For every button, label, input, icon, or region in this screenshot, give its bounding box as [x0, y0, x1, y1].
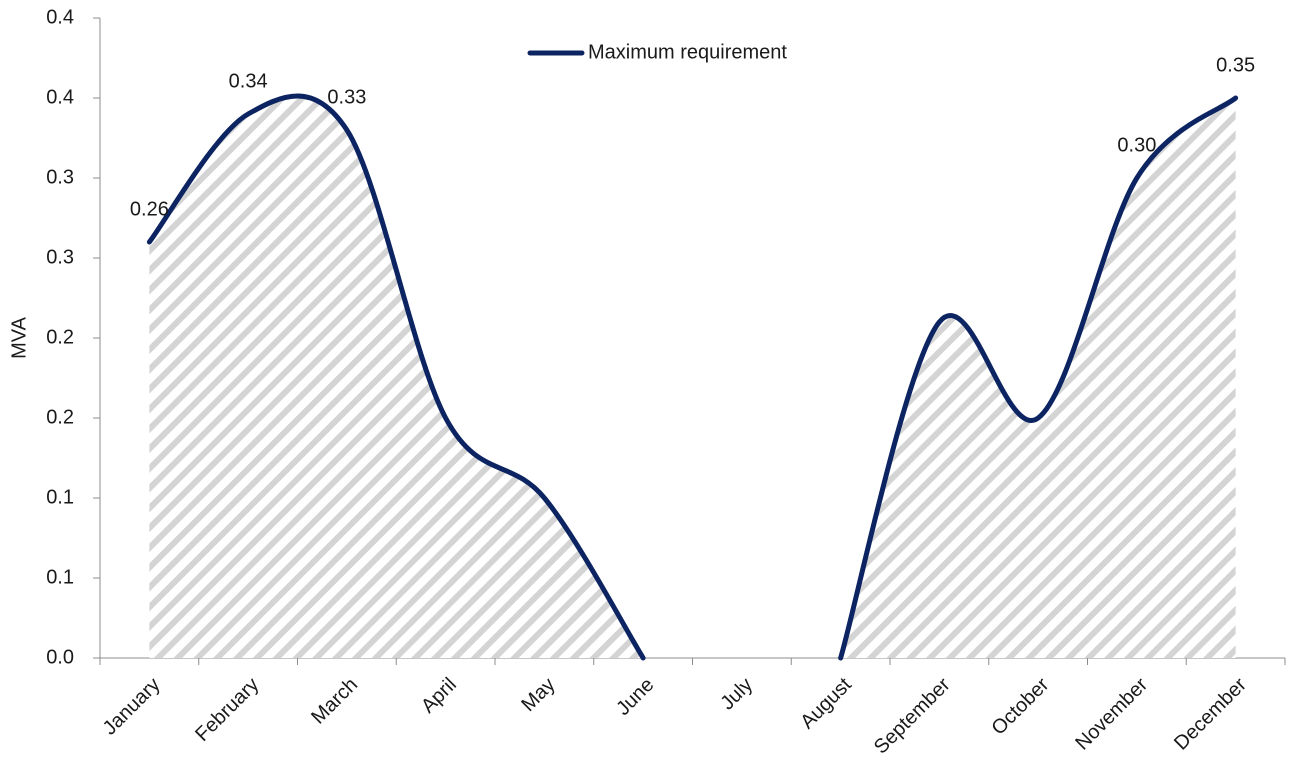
- data-label: 0.26: [130, 198, 169, 220]
- line: [146, 93, 1239, 661]
- x-tick-label: March: [307, 674, 362, 729]
- legend-label: Maximum requirement: [588, 41, 787, 63]
- x-tick-label: August: [796, 673, 856, 733]
- y-tick-label: 0.4: [46, 86, 74, 108]
- x-tick-label: January: [99, 674, 165, 740]
- x-tick-label: November: [1071, 673, 1152, 754]
- x-tick-label: October: [988, 673, 1054, 739]
- data-label: 0.33: [327, 86, 366, 108]
- x-tick-label: June: [612, 674, 658, 720]
- x-tick-label: December: [1170, 673, 1251, 754]
- y-tick-label: 0.1: [46, 486, 74, 508]
- x-tick-label: April: [417, 674, 461, 718]
- y-tick-label: 0.3: [46, 166, 74, 188]
- x-tick-label: February: [191, 674, 263, 746]
- y-axis-label: MVA: [8, 316, 30, 359]
- data-label: 0.30: [1117, 134, 1156, 156]
- y-tick-label: 0.2: [46, 406, 74, 428]
- y-tick-label: 0.3: [46, 246, 74, 268]
- area: [149, 96, 1236, 658]
- y-tick-label: 0.2: [46, 326, 74, 348]
- y-tick-label: 0.4: [46, 6, 74, 28]
- data-label: 0.35: [1216, 54, 1255, 76]
- y-tick-label: 0.0: [46, 646, 74, 668]
- x-tick-label: May: [517, 674, 559, 716]
- y-tick-label: 0.1: [46, 566, 74, 588]
- x-tick-label: September: [870, 673, 955, 758]
- x-tick-label: July: [716, 674, 757, 715]
- data-label: 0.34: [229, 70, 268, 92]
